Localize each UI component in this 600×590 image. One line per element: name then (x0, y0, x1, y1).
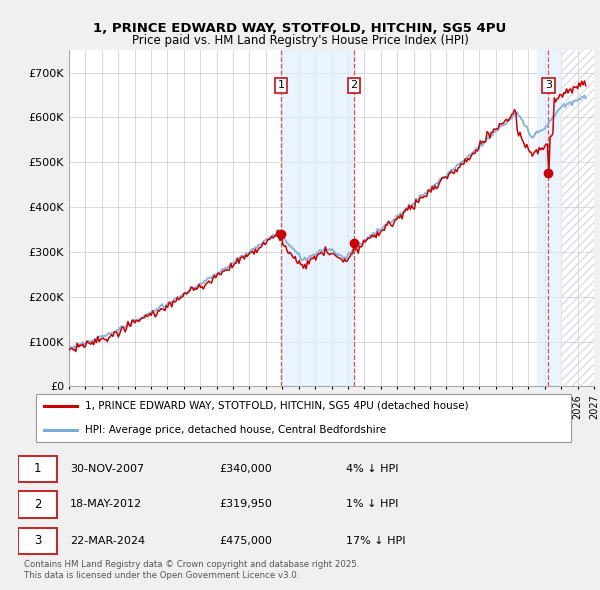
Bar (561, 50, 594, 386)
Text: 1, PRINCE EDWARD WAY, STOTFOLD, HITCHIN, SG5 4PU: 1, PRINCE EDWARD WAY, STOTFOLD, HITCHIN,… (94, 22, 506, 35)
Text: 3: 3 (34, 535, 41, 548)
Text: 22-MAR-2024: 22-MAR-2024 (70, 536, 145, 546)
Text: £475,000: £475,000 (220, 536, 272, 546)
Text: 18-MAY-2012: 18-MAY-2012 (70, 499, 142, 509)
FancyBboxPatch shape (18, 491, 57, 517)
Bar (281, 50, 354, 386)
Text: 3: 3 (545, 80, 552, 90)
Text: HPI: Average price, detached house, Central Bedfordshire: HPI: Average price, detached house, Cent… (85, 425, 386, 435)
Text: £340,000: £340,000 (220, 464, 272, 474)
Text: 4% ↓ HPI: 4% ↓ HPI (346, 464, 399, 474)
Text: 1: 1 (34, 463, 41, 476)
Text: 1: 1 (277, 80, 284, 90)
FancyBboxPatch shape (35, 394, 571, 441)
FancyBboxPatch shape (18, 527, 57, 554)
Text: 1% ↓ HPI: 1% ↓ HPI (346, 499, 398, 509)
Text: Contains HM Land Registry data © Crown copyright and database right 2025.
This d: Contains HM Land Registry data © Crown c… (24, 560, 359, 579)
Text: Price paid vs. HM Land Registry's House Price Index (HPI): Price paid vs. HM Land Registry's House … (131, 34, 469, 47)
Text: 2: 2 (350, 80, 358, 90)
Text: 2: 2 (34, 498, 41, 511)
Bar (537, 50, 561, 386)
Bar (561, 50, 594, 386)
FancyBboxPatch shape (18, 455, 57, 482)
Text: £319,950: £319,950 (220, 499, 272, 509)
Text: 1, PRINCE EDWARD WAY, STOTFOLD, HITCHIN, SG5 4PU (detached house): 1, PRINCE EDWARD WAY, STOTFOLD, HITCHIN,… (85, 401, 469, 411)
Text: 17% ↓ HPI: 17% ↓ HPI (346, 536, 406, 546)
Text: 30-NOV-2007: 30-NOV-2007 (70, 464, 144, 474)
